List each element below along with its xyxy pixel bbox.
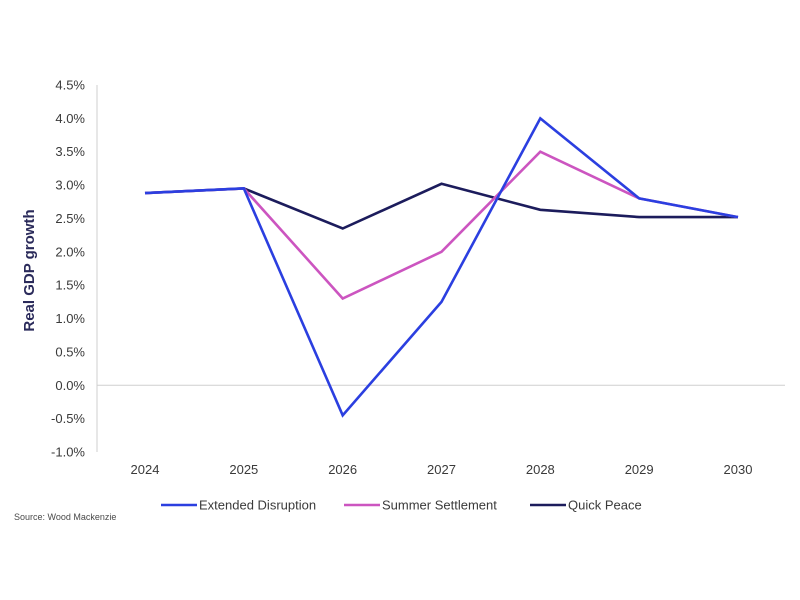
y-tick-label: 0.5%	[55, 344, 85, 359]
y-tick-label: 2.5%	[55, 211, 85, 226]
y-tick-label: 3.0%	[55, 178, 85, 193]
legend-label: Summer Settlement	[382, 498, 497, 513]
legend-item: Summer Settlement	[344, 498, 497, 513]
source-note: Source: Wood Mackenzie	[14, 512, 117, 522]
x-tick-label: 2027	[427, 462, 456, 477]
series-line-summer-settlement	[144, 150, 739, 301]
y-tick-label: 4.5%	[55, 78, 85, 93]
legend-item: Extended Disruption	[161, 498, 316, 513]
series-lines	[144, 116, 739, 418]
y-axis-label: Real GDP growth	[21, 209, 38, 331]
legend: Extended Disruption Summer Settlement Quic…	[161, 498, 642, 513]
y-tick-label: 2.0%	[55, 244, 85, 259]
y-tick-label: 0.0%	[55, 378, 85, 393]
y-axis-ticks: 4.5% 4.0% 3.5% 3.0% 2.5% 2.0% 1.5% 1.0% 0.5% 0.0%…	[51, 78, 85, 460]
series-line-extended-disruption	[144, 116, 739, 418]
y-tick-label: 1.0%	[55, 311, 85, 326]
legend-label: Extended Disruption	[199, 498, 316, 513]
x-tick-label: 2030	[724, 462, 753, 477]
x-tick-label: 2024	[131, 462, 160, 477]
series-line-quick-peace	[144, 182, 738, 230]
y-tick-label: -1.0%	[51, 445, 85, 460]
x-axis-ticks: 2024 2025 2026 2027 2028 2029 2030	[131, 462, 753, 477]
y-tick-label: -0.5%	[51, 411, 85, 426]
y-tick-label: 3.5%	[55, 144, 85, 159]
x-tick-label: 2026	[328, 462, 357, 477]
x-tick-label: 2028	[526, 462, 555, 477]
x-tick-label: 2029	[625, 462, 654, 477]
y-tick-label: 1.5%	[55, 278, 85, 293]
y-tick-label: 4.0%	[55, 111, 85, 126]
legend-label: Quick Peace	[568, 498, 642, 513]
legend-item: Quick Peace	[530, 498, 642, 513]
x-tick-label: 2025	[229, 462, 258, 477]
